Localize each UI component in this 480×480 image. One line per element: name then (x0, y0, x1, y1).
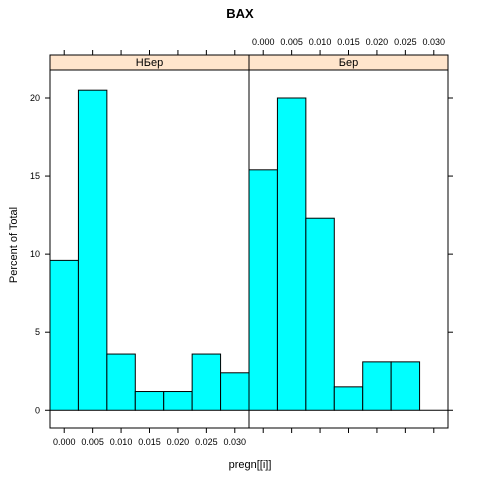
x-tick-label: 0.005 (81, 437, 104, 447)
histogram-bar (220, 372, 250, 411)
x-tick-label: 0.005 (280, 37, 303, 47)
x-tick-label: 0.020 (366, 37, 389, 47)
panel-strip-label: НБер (136, 57, 163, 69)
y-tick-label: 5 (35, 327, 40, 337)
histogram-bar (305, 217, 335, 411)
x-tick-label: 0.030 (423, 37, 446, 47)
x-tick-label: 0.010 (110, 437, 133, 447)
x-axis-label: pregn[[i]] (229, 459, 272, 471)
histogram-bar (276, 97, 307, 411)
x-tick-label: 0.030 (224, 437, 247, 447)
x-tick-label: 0.010 (309, 37, 332, 47)
y-tick-label: 20 (30, 93, 40, 103)
histogram-bar (362, 361, 392, 411)
histogram-bar (106, 353, 136, 411)
histogram-bar (191, 353, 222, 411)
x-tick-label: 0.015 (138, 437, 161, 447)
histogram-bar (333, 386, 364, 411)
y-tick-label: 0 (35, 405, 40, 415)
histogram-bar (248, 169, 278, 411)
x-tick-label: 0.025 (195, 437, 218, 447)
histogram-bar (49, 259, 79, 411)
x-tick-label: 0.000 (252, 37, 275, 47)
y-tick-label: 10 (30, 249, 40, 259)
panels-layer: НБер 0.000 0.005 0.010 0.015 0.020 0.025 0.030 Б… (30, 37, 453, 447)
panel-strip-label: Бер (339, 57, 358, 69)
histogram-bar (77, 89, 108, 411)
y-axis-label: Percent of Total (8, 207, 20, 283)
y-tick-label: 15 (30, 171, 40, 181)
x-tick-label: 0.000 (53, 437, 76, 447)
histogram-bar (134, 391, 165, 411)
histogram-bar (163, 391, 193, 411)
x-tick-label: 0.025 (394, 37, 417, 47)
chart-title: BAX (226, 6, 254, 21)
x-tick-label: 0.020 (167, 437, 190, 447)
x-tick-label: 0.015 (337, 37, 360, 47)
histogram-bar (390, 361, 421, 411)
